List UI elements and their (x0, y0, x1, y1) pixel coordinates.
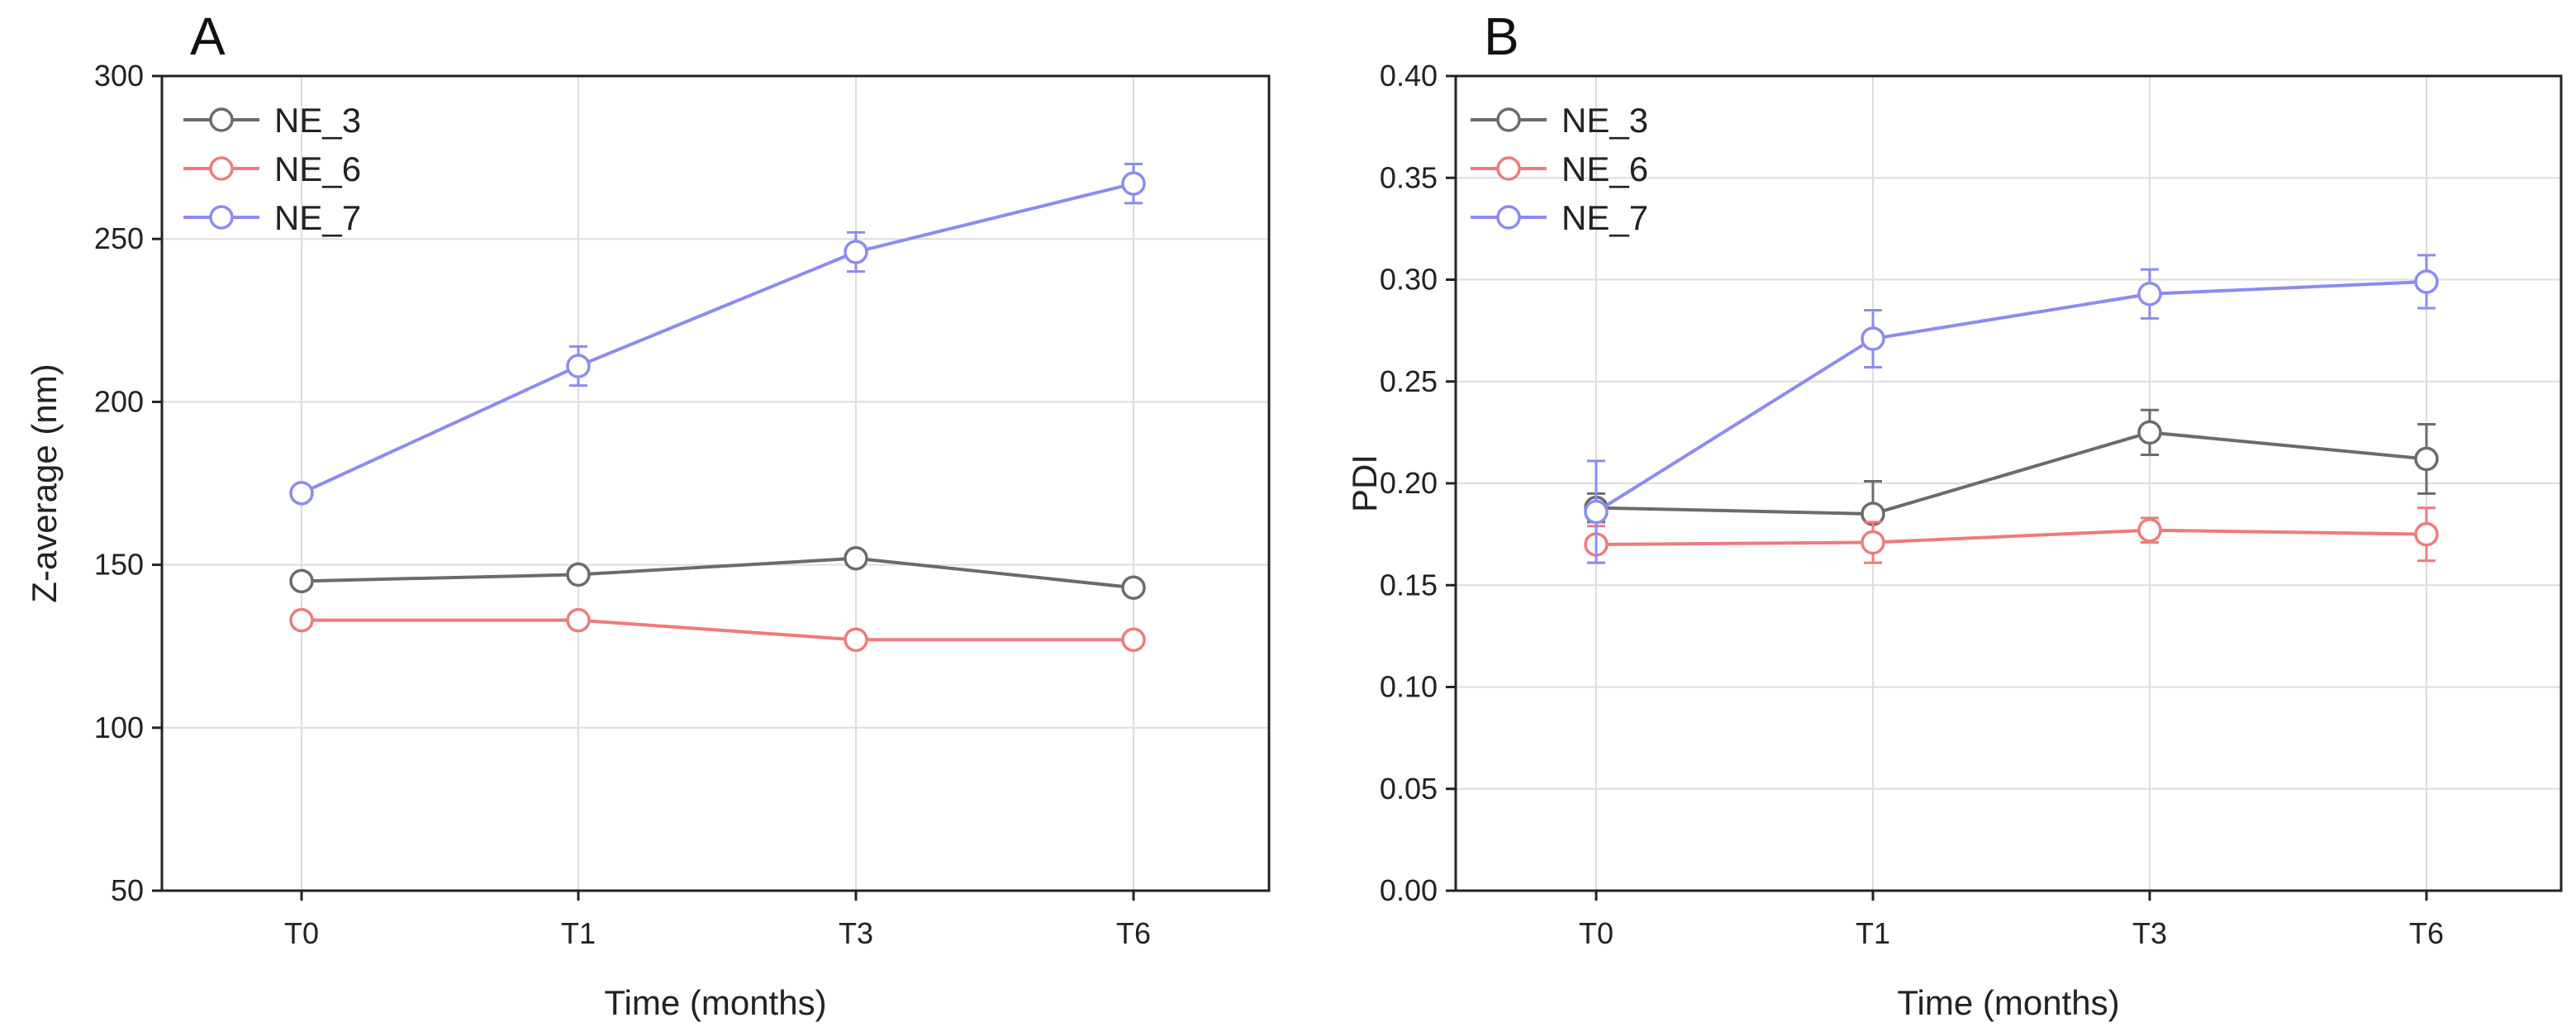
panel-b-x-tick-label: T0 (1579, 916, 1614, 950)
panel-b-series-ne-7-point (1861, 326, 1885, 351)
panel-a-series-ne-7-point (289, 481, 314, 506)
panel-b-y-tick-label: 0.05 (1380, 772, 1438, 806)
panel-a-series-ne-3-line (301, 556, 1134, 590)
panel-b-legend-ne-3-marker (1496, 107, 1521, 132)
panel-a-series-ne-6-point (566, 607, 591, 633)
panel-a-legend-ne-7-marker (209, 205, 234, 230)
panel-b-series-ne-7-point (1584, 499, 1609, 525)
panel-b-legend-ne-6-marker (1496, 156, 1521, 181)
panel-b-series-ne-3-point (2137, 420, 2162, 445)
panel-b-series-ne-3-point (2414, 446, 2439, 472)
panel-a-series-ne-6-point (844, 627, 868, 653)
panel-b-series-ne-6-line (1595, 528, 2427, 546)
panel-b-y-tick-label: 0.25 (1380, 364, 1438, 398)
panel-b-panel-label: B (1484, 7, 1519, 66)
panel-b-y-tick-label: 0.20 (1380, 466, 1438, 500)
panel-a-series-ne-7-line (301, 182, 1134, 495)
panel-b-series-ne-6-point (1861, 530, 1885, 555)
panel-b-series-ne-6-point (2137, 517, 2162, 543)
panel-a-x-axis-title: Time (months) (604, 983, 826, 1022)
panel-a-series-ne-7-point (566, 354, 591, 378)
panel-b-y-tick-label: 0.15 (1380, 568, 1438, 601)
panel-b-series-ne-6-point (2414, 521, 2439, 547)
panel-b-y-axis-title: PDI (1345, 454, 1384, 512)
panel-b-y-tick-label: 0.30 (1380, 263, 1438, 297)
panel-a-x-tick-label: T6 (1116, 916, 1151, 950)
panel-a-y-tick-label: 300 (94, 59, 144, 93)
panel-a-legend-ne-6-marker (209, 156, 234, 181)
panel-a-y-axis-title: Z-average (nm) (25, 364, 64, 602)
panel-a-x-tick-label: T3 (839, 916, 873, 950)
panel-a-x-tick-label: T0 (284, 916, 319, 950)
panel-b-legend-ne-7-label: NE_7 (1561, 198, 1648, 237)
panel-b-series-ne-3-line (1595, 430, 2427, 516)
panel-a-legend-ne-3-marker (209, 107, 234, 132)
panel-b-x-tick-label: T6 (2409, 916, 2444, 950)
panel-a-legend-ne-3-label: NE_3 (274, 101, 361, 140)
panel-a-series-ne-3-point (289, 568, 314, 594)
panel-b-legend-ne-6-label: NE_6 (1561, 150, 1648, 188)
panel-b-series-ne-7-point (2137, 282, 2162, 307)
panel-b-y-tick-label: 0.35 (1380, 160, 1438, 194)
chart-panel-b: 0.00 0.05 0.10 0.15 0.20 0.25 0.30 0.35 0.40 T0 T1… (1345, 7, 2563, 1022)
panel-a-series-ne-3-point (844, 545, 868, 571)
panel-a-panel-label: A (190, 7, 226, 66)
panel-b-legend-ne-3-label: NE_3 (1561, 101, 1648, 140)
panel-b-series-ne-7-line (1595, 279, 2427, 514)
panel-b-y-tick-label: 0.00 (1380, 873, 1438, 907)
panel-a-series-ne-6-point (1121, 627, 1146, 653)
panel-a-plot-frame (160, 74, 1271, 892)
panel-b-x-tick-label: T3 (2132, 916, 2167, 950)
chart-panel-a: 50 100 150 200 250 300 T0 T1 T3 T6 Time (months) Z-… (25, 7, 1271, 1022)
panel-a-x-tick-label: T1 (561, 916, 596, 950)
panel-b-x-tick-label: T1 (1856, 916, 1890, 950)
panel-b-y-tick-label: 0.10 (1380, 670, 1438, 704)
panel-a-series-ne-3-point (1121, 575, 1146, 600)
panel-a-series-ne-3-point (566, 562, 591, 587)
panel-b-series-ne-7-point (2414, 269, 2439, 294)
panel-a-y-tick-label: 200 (94, 384, 144, 418)
panel-a-legend-ne-7-label: NE_7 (274, 198, 361, 237)
panel-a-series-ne-6-point (289, 607, 314, 633)
panel-a-y-tick-label: 50 (111, 873, 144, 907)
panel-a-series-ne-6-line (302, 618, 1134, 642)
panel-a-series-ne-7-point (844, 240, 868, 264)
panel-a-y-tick-label: 250 (94, 221, 144, 255)
panel-a-y-tick-label: 100 (94, 711, 144, 744)
panel-a-legend-ne-6-label: NE_6 (274, 150, 361, 188)
panel-b-legend-ne-7-marker (1496, 205, 1521, 230)
panel-b-y-tick-label: 0.40 (1380, 59, 1438, 93)
panel-a-y-tick-label: 150 (94, 548, 144, 582)
panel-a-series-ne-7-point (1121, 171, 1146, 196)
panel-b-x-axis-title: Time (months) (1897, 983, 2119, 1022)
